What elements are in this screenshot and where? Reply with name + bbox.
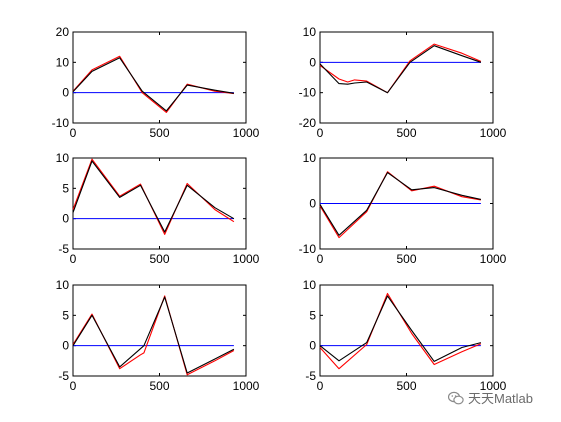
- y-tick-label: 10: [56, 151, 70, 165]
- series-black-line: [319, 45, 482, 94]
- axes-box: [319, 31, 494, 124]
- y-tick-label: 0: [309, 339, 316, 353]
- y-tick-label: 0: [62, 86, 69, 100]
- y-tick-label: -10: [299, 242, 317, 256]
- y-tick-label: 5: [309, 308, 316, 322]
- y-tick-label: -20: [299, 116, 317, 130]
- y-tick-label: 10: [303, 151, 317, 165]
- x-tick-label: 500: [149, 126, 169, 140]
- x-tick-label: 0: [317, 126, 324, 140]
- x-tick-label: 1000: [233, 126, 260, 140]
- x-tick-label: 500: [396, 252, 416, 266]
- series-black-line: [72, 160, 235, 233]
- y-tick-label: 10: [56, 278, 70, 292]
- series-black-line: [319, 295, 482, 362]
- y-tick-label: -10: [52, 116, 70, 130]
- axes-box: [72, 157, 247, 250]
- x-tick-label: 500: [149, 379, 169, 393]
- x-tick-label: 1000: [233, 379, 260, 393]
- x-tick-label: 1000: [480, 126, 507, 140]
- series-black-line: [319, 172, 482, 236]
- x-tick-label: 1000: [233, 252, 260, 266]
- y-tick-label: -5: [58, 242, 69, 256]
- y-tick-label: 10: [56, 55, 70, 69]
- y-tick-label: 0: [62, 212, 69, 226]
- y-tick-label: 10: [303, 278, 317, 292]
- axes-box: [72, 31, 247, 124]
- series-black-line: [72, 57, 234, 112]
- subplot-2: 0 500 1000 -20 -10 0 10: [299, 25, 507, 140]
- y-tick-label: -10: [299, 86, 317, 100]
- y-tick-label: -5: [58, 369, 69, 383]
- x-tick-label: 0: [70, 379, 77, 393]
- y-tick-label: 20: [56, 25, 70, 39]
- y-tick-label: -5: [305, 369, 316, 383]
- x-tick-label: 0: [317, 379, 324, 393]
- y-tick-label: 10: [303, 25, 317, 39]
- y-tick-label: 5: [62, 181, 69, 195]
- y-tick-label: 5: [62, 308, 69, 322]
- axes-box: [72, 284, 247, 377]
- x-tick-label: 1000: [480, 252, 507, 266]
- x-tick-label: 0: [317, 252, 324, 266]
- y-tick-label: 0: [309, 197, 316, 211]
- watermark-text: 天天Matlab: [468, 391, 534, 406]
- watermark: 天天Matlab: [448, 388, 533, 407]
- x-tick-label: 500: [396, 126, 416, 140]
- series-red-line: [72, 55, 234, 113]
- y-tick-label: 0: [309, 55, 316, 69]
- x-tick-label: 0: [70, 252, 77, 266]
- y-tick-label: 0: [62, 339, 69, 353]
- wechat-icon: [448, 391, 464, 404]
- series-black-line: [72, 296, 235, 374]
- x-tick-label: 500: [149, 252, 169, 266]
- x-tick-label: 500: [396, 379, 416, 393]
- x-tick-label: 0: [70, 126, 77, 140]
- x-tick-label: 1000: [480, 379, 507, 393]
